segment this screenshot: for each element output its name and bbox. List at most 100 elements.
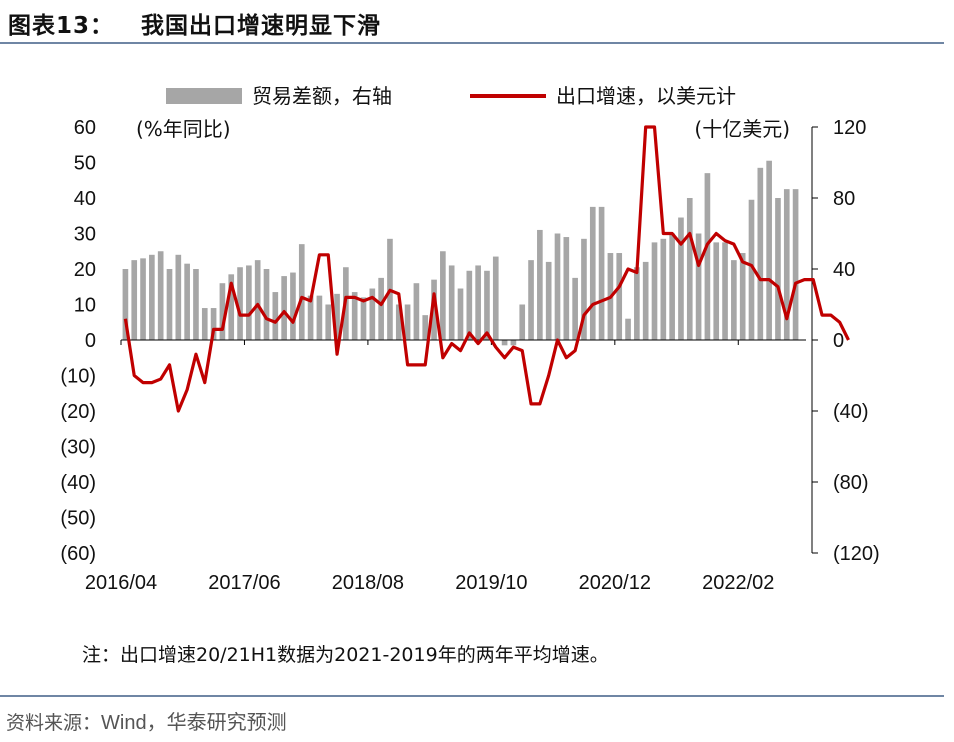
trade-balance-bar — [537, 229, 543, 340]
trade-balance-bar — [581, 238, 587, 340]
trade-balance-bar — [298, 244, 305, 340]
right-axis-tick-label: (120) — [833, 543, 880, 565]
axes — [120, 126, 818, 554]
left-axis-unit: (%年同比) — [136, 117, 231, 141]
figure-label: 图表13： — [8, 13, 115, 39]
trade-balance-bar — [572, 277, 578, 341]
trade-balance-bar — [739, 253, 746, 340]
trade-balance-bar — [201, 308, 208, 340]
right-axis-tick-label: 120 — [833, 117, 866, 139]
legend-line-label: 出口增速，以美元计 — [556, 84, 736, 108]
trade-balance-bar — [378, 277, 384, 341]
legend: 贸易差额，右轴 出口增速，以美元计 — [166, 84, 736, 108]
trade-balance-bar — [184, 263, 190, 340]
right-axis-tick-label: (40) — [833, 401, 869, 423]
trade-balance-bar — [466, 270, 473, 340]
trade-balance-bar — [237, 267, 243, 340]
trade-balance-bar — [475, 265, 481, 340]
x-axis-tick-label: 2018/08 — [332, 572, 404, 594]
trade-balance-bar — [166, 269, 173, 340]
trade-balance-bar — [686, 198, 693, 340]
trade-balance-bar — [219, 283, 226, 340]
trade-balance-bar — [669, 233, 675, 340]
trade-balance-bar — [748, 199, 755, 340]
trade-balance-bar — [545, 261, 552, 340]
export-growth-line — [123, 125, 850, 413]
trade-balance-bar — [448, 265, 455, 340]
trade-balance-bar — [457, 288, 464, 340]
trade-balance-bar — [519, 304, 526, 340]
trade-balance-bar — [149, 254, 155, 340]
trade-balance-bar — [281, 276, 287, 340]
trade-balance-bar — [634, 267, 640, 340]
left-axis-tick-label: 0 — [85, 330, 96, 352]
trade-balance-bar — [254, 260, 261, 341]
tick-labels: 60 50 40 30 20 10 0 (10) (20) (30) (40) (50) (60) 120… — [60, 117, 879, 594]
trade-balance-bar — [422, 315, 429, 340]
trade-balance-bar — [528, 260, 534, 341]
trade-balance-bar — [713, 242, 720, 341]
right-axis-tick-label: (80) — [833, 472, 869, 494]
trade-balance-bar — [307, 295, 314, 341]
trade-balance-bar — [660, 238, 667, 340]
left-axis-tick-label: (60) — [60, 543, 96, 565]
x-axis-tick-label: 2017/06 — [208, 572, 280, 594]
top-divider — [0, 42, 944, 44]
trade-balance-bar — [731, 260, 737, 341]
chart-title: 图表13： 我国出口增速明显下滑 — [8, 6, 381, 40]
left-axis-tick-label: (30) — [60, 437, 96, 459]
trade-balance-bar — [272, 292, 279, 340]
trade-balance-bar — [131, 260, 138, 341]
x-axis-tick-label: 2019/10 — [455, 572, 527, 594]
trade-balance-bar — [351, 292, 358, 340]
bottom-divider — [0, 695, 944, 697]
trade-balance-bar — [440, 251, 446, 340]
trade-balance-bar — [369, 288, 376, 340]
trade-balance-bar — [325, 304, 332, 340]
trade-balance-bar — [140, 258, 146, 340]
x-axis-tick-label: 2022/02 — [702, 572, 774, 594]
trade-balance-bar — [210, 308, 217, 340]
x-axis-tick-label: 2020/12 — [579, 572, 651, 594]
left-axis-tick-label: 10 — [74, 295, 96, 317]
left-axis-tick-label: 40 — [74, 188, 96, 210]
trade-balance-bar — [431, 279, 437, 340]
trade-balance-bar — [678, 217, 684, 340]
trade-balance-bar — [510, 340, 517, 346]
trade-balance-bar — [246, 265, 252, 340]
trade-balance-bar — [413, 283, 420, 340]
left-axis-tick-label: 20 — [74, 259, 96, 281]
trade-balance-bar — [492, 256, 499, 340]
legend-bar-swatch — [166, 88, 242, 104]
trade-balance-bar — [598, 206, 605, 341]
trade-balance-bar — [775, 198, 781, 340]
trade-balance-bar — [263, 269, 270, 340]
left-axis-tick-label: (20) — [60, 401, 96, 423]
trade-balance-bar — [395, 304, 402, 340]
trade-balance-bar — [316, 295, 323, 341]
left-axis-tick-label: (40) — [60, 472, 96, 494]
trade-balance-bar — [157, 251, 164, 340]
title-text: 我国出口增速明显下滑 — [141, 13, 382, 39]
chart-note: 注：出口增速20/21H1数据为2021-2019年的两年平均增速。 — [82, 644, 609, 666]
trade-balance-bar — [704, 173, 711, 340]
source-line: 资料来源：Wind，华泰研究预测 — [6, 706, 287, 735]
left-axis-tick-label: (10) — [60, 366, 96, 388]
trade-balance-bar — [334, 293, 340, 340]
trade-balance-bar — [625, 318, 631, 340]
right-axis-tick-label: 0 — [833, 330, 844, 352]
left-axis-tick-label: 60 — [74, 117, 96, 139]
trade-balance-bar — [783, 189, 790, 341]
trade-balance-bar — [792, 189, 799, 341]
trade-balance-bar — [501, 340, 508, 346]
trade-balance-bar — [360, 297, 367, 340]
right-axis-unit: (十亿美元) — [694, 117, 790, 141]
trade-balance-bar — [589, 206, 596, 341]
trade-balance-bar — [695, 233, 702, 340]
trade-balance-bar — [228, 274, 235, 340]
trade-balance-bar — [563, 237, 570, 340]
left-axis-tick-label: (50) — [60, 508, 96, 530]
right-axis-tick-label: 40 — [833, 259, 855, 281]
trade-balance-bar — [175, 254, 182, 340]
trade-balance-bar — [642, 261, 649, 340]
